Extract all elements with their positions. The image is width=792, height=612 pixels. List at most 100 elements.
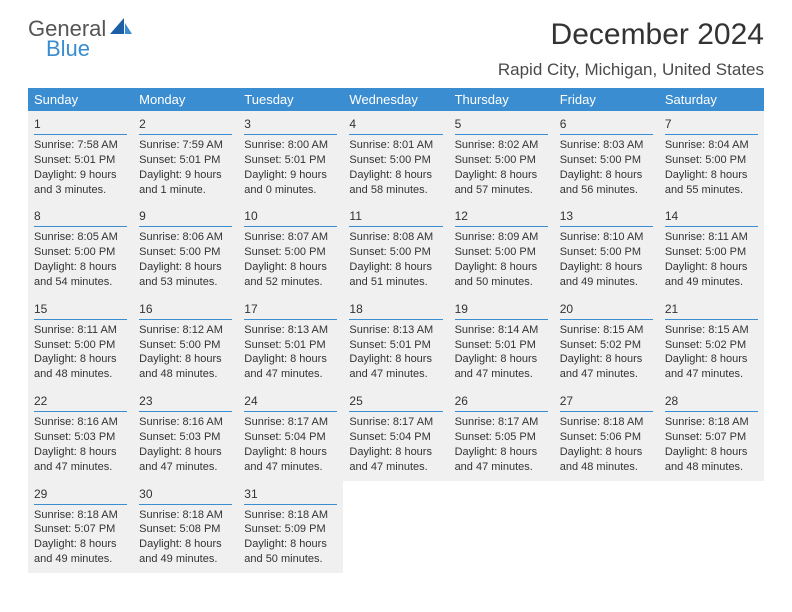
day-info-line: Daylight: 8 hours [139, 352, 232, 367]
calendar-body: 1Sunrise: 7:58 AMSunset: 5:01 PMDaylight… [28, 111, 764, 573]
calendar-cell: 11Sunrise: 8:08 AMSunset: 5:00 PMDayligh… [343, 203, 448, 295]
day-info-line: Daylight: 8 hours [244, 352, 337, 367]
calendar-cell [554, 481, 659, 573]
day-info-line: and 49 minutes. [560, 275, 653, 290]
calendar-cell: 14Sunrise: 8:11 AMSunset: 5:00 PMDayligh… [659, 203, 764, 295]
day-info: Sunrise: 8:08 AMSunset: 5:00 PMDaylight:… [349, 230, 442, 289]
day-info-line: Sunset: 5:01 PM [34, 153, 127, 168]
logo-text-blue: Blue [46, 38, 132, 60]
day-info-line: Daylight: 8 hours [349, 260, 442, 275]
day-info-line: Daylight: 8 hours [34, 445, 127, 460]
day-number: 17 [244, 302, 257, 316]
calendar-cell: 8Sunrise: 8:05 AMSunset: 5:00 PMDaylight… [28, 203, 133, 295]
day-info-line: Daylight: 8 hours [139, 445, 232, 460]
day-info-line: and 49 minutes. [665, 275, 758, 290]
calendar-cell [449, 481, 554, 573]
calendar-cell: 20Sunrise: 8:15 AMSunset: 5:02 PMDayligh… [554, 296, 659, 388]
day-info-line: Daylight: 8 hours [139, 260, 232, 275]
day-number: 8 [34, 209, 41, 223]
day-info-line: Daylight: 8 hours [665, 260, 758, 275]
calendar-cell: 6 Sunrise: 8:03 AMSunset: 5:00 PMDaylight… [554, 111, 659, 203]
day-info-line: Sunrise: 8:14 AM [455, 323, 548, 338]
day-info-line: Daylight: 8 hours [349, 445, 442, 460]
day-info-line: and 49 minutes. [34, 552, 127, 567]
day-info: Sunrise: 8:18 AMSunset: 5:07 PMDaylight:… [665, 415, 758, 474]
day-info-line: Sunset: 5:01 PM [349, 338, 442, 353]
day-info: Sunrise: 8:15 AMSunset: 5:02 PMDaylight:… [665, 323, 758, 382]
day-header: Sunday [28, 88, 133, 111]
calendar-cell: 19Sunrise: 8:14 AMSunset: 5:01 PMDayligh… [449, 296, 554, 388]
day-number: 14 [665, 209, 678, 223]
day-info-line: Sunrise: 8:02 AM [455, 138, 548, 153]
day-number: 25 [349, 394, 362, 408]
day-info-line: and 48 minutes. [34, 367, 127, 382]
day-info-line: Sunset: 5:09 PM [244, 522, 337, 537]
day-number: 7 [665, 117, 672, 131]
day-info-line: Sunset: 5:00 PM [560, 153, 653, 168]
day-info-line: Sunrise: 8:13 AM [244, 323, 337, 338]
day-info: Sunrise: 8:00 AMSunset: 5:01 PMDaylight:… [244, 138, 337, 197]
calendar-cell [343, 481, 448, 573]
day-info-line: Sunrise: 7:58 AM [34, 138, 127, 153]
day-info: Sunrise: 8:14 AMSunset: 5:01 PMDaylight:… [455, 323, 548, 382]
day-number: 27 [560, 394, 573, 408]
calendar-cell: 2Sunrise: 7:59 AMSunset: 5:01 PMDaylight… [133, 111, 238, 203]
day-info-line: and 47 minutes. [139, 460, 232, 475]
day-info-line: Daylight: 8 hours [560, 260, 653, 275]
day-info-line: and 3 minutes. [34, 183, 127, 198]
calendar-week: 22Sunrise: 8:16 AMSunset: 5:03 PMDayligh… [28, 388, 764, 480]
day-number: 26 [455, 394, 468, 408]
day-info-line: Daylight: 9 hours [244, 168, 337, 183]
day-info-line: Sunset: 5:00 PM [139, 245, 232, 260]
day-info: Sunrise: 8:03 AMSunset: 5:00 PMDaylight:… [560, 138, 653, 197]
day-info: Sunrise: 8:09 AMSunset: 5:00 PMDaylight:… [455, 230, 548, 289]
day-info-line: Sunrise: 8:18 AM [665, 415, 758, 430]
day-info-line: Sunset: 5:07 PM [665, 430, 758, 445]
day-info-line: Daylight: 8 hours [455, 260, 548, 275]
logo: General Blue [28, 18, 132, 60]
day-info-line: Sunset: 5:03 PM [34, 430, 127, 445]
day-info: Sunrise: 8:12 AMSunset: 5:00 PMDaylight:… [139, 323, 232, 382]
day-info-line: Sunset: 5:00 PM [349, 245, 442, 260]
day-info-line: Daylight: 8 hours [34, 352, 127, 367]
day-info-line: and 54 minutes. [34, 275, 127, 290]
day-info-line: and 55 minutes. [665, 183, 758, 198]
calendar-cell: 9Sunrise: 8:06 AMSunset: 5:00 PMDaylight… [133, 203, 238, 295]
day-number: 6 [560, 117, 567, 131]
calendar-cell: 26Sunrise: 8:17 AMSunset: 5:05 PMDayligh… [449, 388, 554, 480]
day-info-line: Sunrise: 8:15 AM [665, 323, 758, 338]
day-info-line: Sunset: 5:06 PM [560, 430, 653, 445]
day-info: Sunrise: 8:04 AMSunset: 5:00 PMDaylight:… [665, 138, 758, 197]
calendar-week: 29Sunrise: 8:18 AMSunset: 5:07 PMDayligh… [28, 481, 764, 573]
day-header: Saturday [659, 88, 764, 111]
page-header: General Blue December 2024 Rapid City, M… [28, 18, 764, 80]
day-info: Sunrise: 8:18 AMSunset: 5:07 PMDaylight:… [34, 508, 127, 567]
day-info-line: Daylight: 8 hours [455, 445, 548, 460]
day-info-line: and 47 minutes. [455, 460, 548, 475]
day-number: 2 [139, 117, 146, 131]
day-info: Sunrise: 8:17 AMSunset: 5:04 PMDaylight:… [244, 415, 337, 474]
calendar-cell: 28Sunrise: 8:18 AMSunset: 5:07 PMDayligh… [659, 388, 764, 480]
day-info-line: Sunset: 5:01 PM [139, 153, 232, 168]
day-number: 22 [34, 394, 47, 408]
calendar-week: 8Sunrise: 8:05 AMSunset: 5:00 PMDaylight… [28, 203, 764, 295]
day-info-line: Sunrise: 8:16 AM [34, 415, 127, 430]
day-info: Sunrise: 8:16 AMSunset: 5:03 PMDaylight:… [34, 415, 127, 474]
day-info-line: Daylight: 8 hours [349, 352, 442, 367]
day-info-line: Sunset: 5:00 PM [560, 245, 653, 260]
day-info-line: Daylight: 8 hours [244, 260, 337, 275]
calendar-cell: 30Sunrise: 8:18 AMSunset: 5:08 PMDayligh… [133, 481, 238, 573]
day-info-line: Sunset: 5:00 PM [349, 153, 442, 168]
day-info-line: Daylight: 8 hours [560, 445, 653, 460]
calendar-cell: 4Sunrise: 8:01 AMSunset: 5:00 PMDaylight… [343, 111, 448, 203]
calendar-cell: 29Sunrise: 8:18 AMSunset: 5:07 PMDayligh… [28, 481, 133, 573]
day-info-line: Sunset: 5:01 PM [244, 153, 337, 168]
day-info-line: Daylight: 8 hours [665, 352, 758, 367]
day-info-line: and 47 minutes. [349, 367, 442, 382]
day-info-line: Sunrise: 8:09 AM [455, 230, 548, 245]
day-info-line: Sunrise: 8:12 AM [139, 323, 232, 338]
day-number: 9 [139, 209, 146, 223]
day-info: Sunrise: 8:10 AMSunset: 5:00 PMDaylight:… [560, 230, 653, 289]
day-info: Sunrise: 8:16 AMSunset: 5:03 PMDaylight:… [139, 415, 232, 474]
calendar-cell: 25Sunrise: 8:17 AMSunset: 5:04 PMDayligh… [343, 388, 448, 480]
